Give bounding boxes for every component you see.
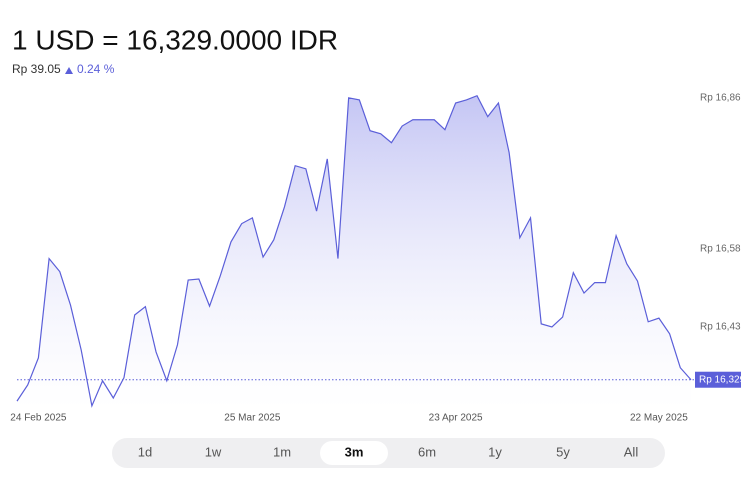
y-tick-label: Rp 16,580 [700,243,741,254]
range-button-label[interactable]: 1d [138,444,152,459]
range-button[interactable]: 6m [418,444,436,459]
x-tick-label: 22 May 2025 [630,413,688,424]
change-value: Rp 39.05 [12,62,61,76]
y-tick-label: Rp 16,869 [700,92,741,103]
price-line [16,94,692,408]
y-tick-label: Rp 16,430 [700,322,741,333]
range-button-label[interactable]: All [624,444,639,459]
range-button-selected [320,441,388,465]
range-button[interactable]: 1m [273,444,291,459]
x-tick-label: 24 Feb 2025 [10,413,67,424]
range-button-label[interactable]: 5y [556,444,570,459]
range-button-label[interactable]: 6m [418,444,436,459]
range-button[interactable]: 1y [488,444,502,459]
range-button-label[interactable]: 3m [345,444,364,459]
change-percent: 0.24 % [77,62,115,76]
current-price-label: Rp 16,329 [699,374,741,385]
range-button-label[interactable]: 1m [273,444,291,459]
range-button[interactable]: All [624,444,639,459]
range-button-label[interactable]: 1y [488,444,502,459]
area-fill [17,95,691,410]
range-button[interactable]: 1d [138,444,152,459]
x-tick-label: 23 Apr 2025 [429,413,483,424]
range-button[interactable]: 5y [556,444,570,459]
chart-title: 1 USD = 16,329.0000 IDR [12,24,338,55]
range-bar [112,438,665,468]
x-tick-label: 25 Mar 2025 [224,413,281,424]
current-price-box [695,371,741,388]
range-button[interactable]: 3m [320,441,388,465]
range-button-label[interactable]: 1w [205,444,222,459]
range-button[interactable]: 1w [205,444,222,459]
up-arrow [65,67,73,74]
